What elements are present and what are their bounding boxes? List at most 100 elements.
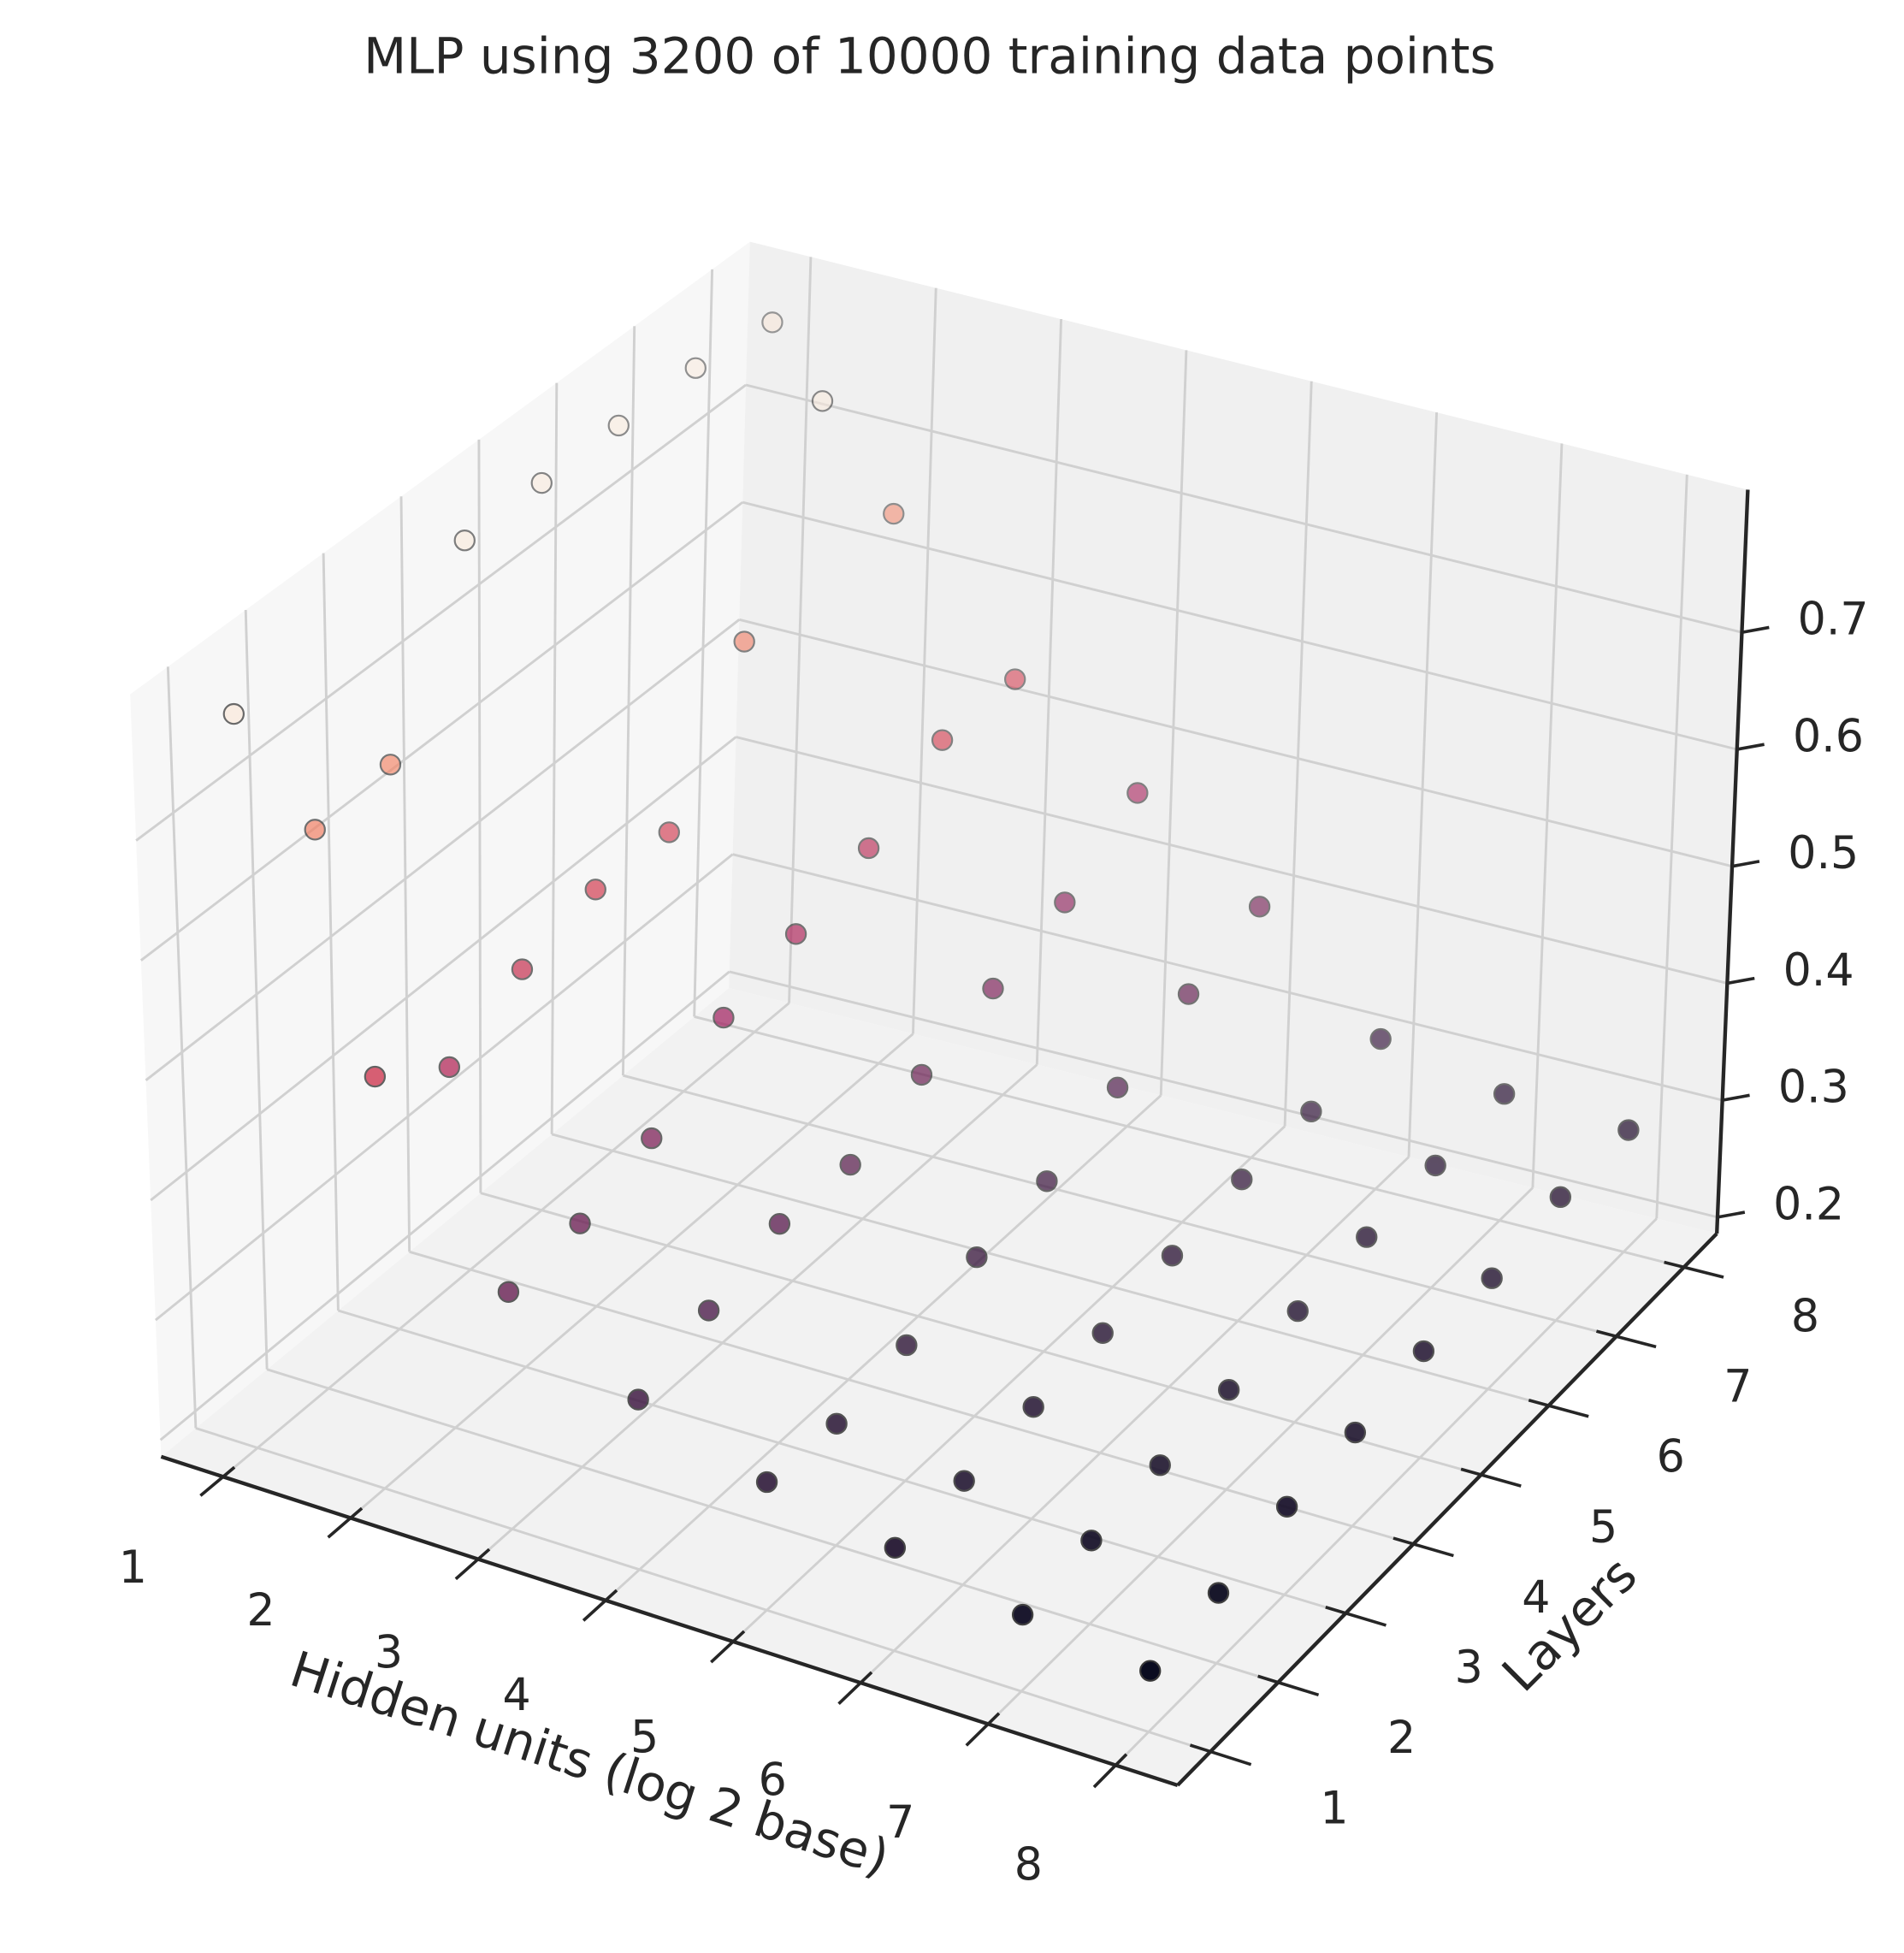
data-point [1022, 1396, 1044, 1418]
data-point [1412, 1340, 1435, 1363]
tick-mark [710, 1630, 746, 1664]
data-point [857, 837, 880, 860]
data-point [884, 1536, 907, 1559]
grid-line [1283, 381, 1313, 1127]
grid-line [1115, 1217, 1658, 1767]
data-point [697, 1299, 720, 1322]
grid-line [732, 853, 1724, 1102]
chart-title: MLP using 3200 of 10000 training data po… [364, 27, 1495, 86]
data-point [825, 1412, 848, 1435]
grid-line [911, 287, 937, 1034]
data-point [379, 754, 402, 776]
data-point [755, 1471, 778, 1494]
data-point [910, 1063, 933, 1086]
x-axis [160, 1454, 1179, 1787]
data-point [511, 958, 534, 980]
data-point [811, 390, 834, 412]
tick-mark [1731, 860, 1760, 868]
grid-line [732, 1125, 1286, 1643]
data-point [1248, 896, 1271, 918]
z-axis [1714, 489, 1750, 1234]
data-point [768, 1213, 791, 1235]
data-point [1549, 1186, 1572, 1209]
tick-mark [1727, 976, 1755, 985]
grid-line [694, 1015, 1685, 1269]
data-point [761, 311, 783, 334]
z-tick-label: 0.7 [1798, 595, 1869, 646]
grid-line [623, 1074, 1617, 1338]
grid-line [322, 553, 340, 1311]
grid-line [745, 383, 1742, 634]
y-tick-label: 4 [1522, 1572, 1550, 1624]
data-point [1207, 1582, 1230, 1604]
tick-mark [582, 1589, 618, 1622]
grid-line [222, 1002, 790, 1478]
grid-line [154, 853, 734, 1322]
grid-line [736, 736, 1728, 985]
y-axis [1176, 1232, 1718, 1787]
data-point [982, 977, 1004, 1000]
grid-line [139, 500, 744, 962]
x-tick-label: 4 [502, 1670, 530, 1721]
grid-line [135, 383, 747, 842]
z-tick-label: 0.5 [1788, 828, 1859, 879]
tick-mark [199, 1465, 236, 1497]
data-point [453, 530, 476, 552]
tick-mark [965, 1712, 1001, 1747]
y-tick-label: 3 [1455, 1642, 1483, 1694]
z-tick-label: 0.2 [1773, 1179, 1844, 1230]
data-point [1356, 1226, 1378, 1248]
data-point [966, 1246, 988, 1269]
data-point [684, 357, 707, 379]
grid-line [195, 1427, 1211, 1753]
x-tick-label: 5 [630, 1713, 659, 1764]
grid-line [860, 1156, 1410, 1684]
data-point [1161, 1245, 1184, 1267]
data-point [1036, 1170, 1058, 1193]
data-point [1091, 1322, 1114, 1344]
data-point [364, 1065, 387, 1088]
data-point [931, 729, 954, 751]
grid-line [477, 1063, 1038, 1560]
data-point [883, 502, 905, 525]
data-point [1369, 1027, 1392, 1050]
data-point [1139, 1660, 1162, 1682]
data-point [1300, 1100, 1322, 1123]
grid-line [337, 1309, 1346, 1615]
tick-mark [1722, 1093, 1750, 1102]
tick-mark [837, 1671, 873, 1706]
data-point [1231, 1169, 1253, 1191]
floor-pane [161, 988, 1718, 1785]
grid-line [1407, 412, 1439, 1157]
x-tick-label: 8 [1014, 1840, 1043, 1891]
data-point [530, 471, 553, 494]
grid-line [1159, 350, 1188, 1096]
data-point [627, 1388, 649, 1411]
data-point [1344, 1421, 1367, 1444]
data-point [497, 1281, 520, 1303]
z-tick-label: 0.4 [1783, 945, 1854, 997]
grid-line [266, 1368, 1279, 1684]
data-point [1493, 1083, 1516, 1105]
grid-line [987, 1187, 1534, 1725]
tick-mark [1257, 1674, 1320, 1697]
data-point [1011, 1603, 1034, 1626]
y-tick-label: 8 [1791, 1291, 1819, 1342]
data-point [1054, 891, 1076, 914]
data-point [1106, 1076, 1129, 1098]
data-point [784, 923, 807, 945]
data-point [569, 1212, 591, 1234]
y-tick-label: 2 [1387, 1713, 1416, 1764]
z-tick-label: 0.6 [1793, 711, 1864, 762]
tick-mark [1528, 1399, 1589, 1418]
x-tick-label: 3 [375, 1627, 403, 1678]
tick-mark [454, 1548, 491, 1581]
data-point [304, 819, 326, 841]
data-point [607, 414, 630, 437]
data-point [733, 630, 755, 653]
tick-mark [1741, 625, 1770, 635]
left-pane [130, 241, 750, 1457]
data-point [1004, 668, 1026, 690]
